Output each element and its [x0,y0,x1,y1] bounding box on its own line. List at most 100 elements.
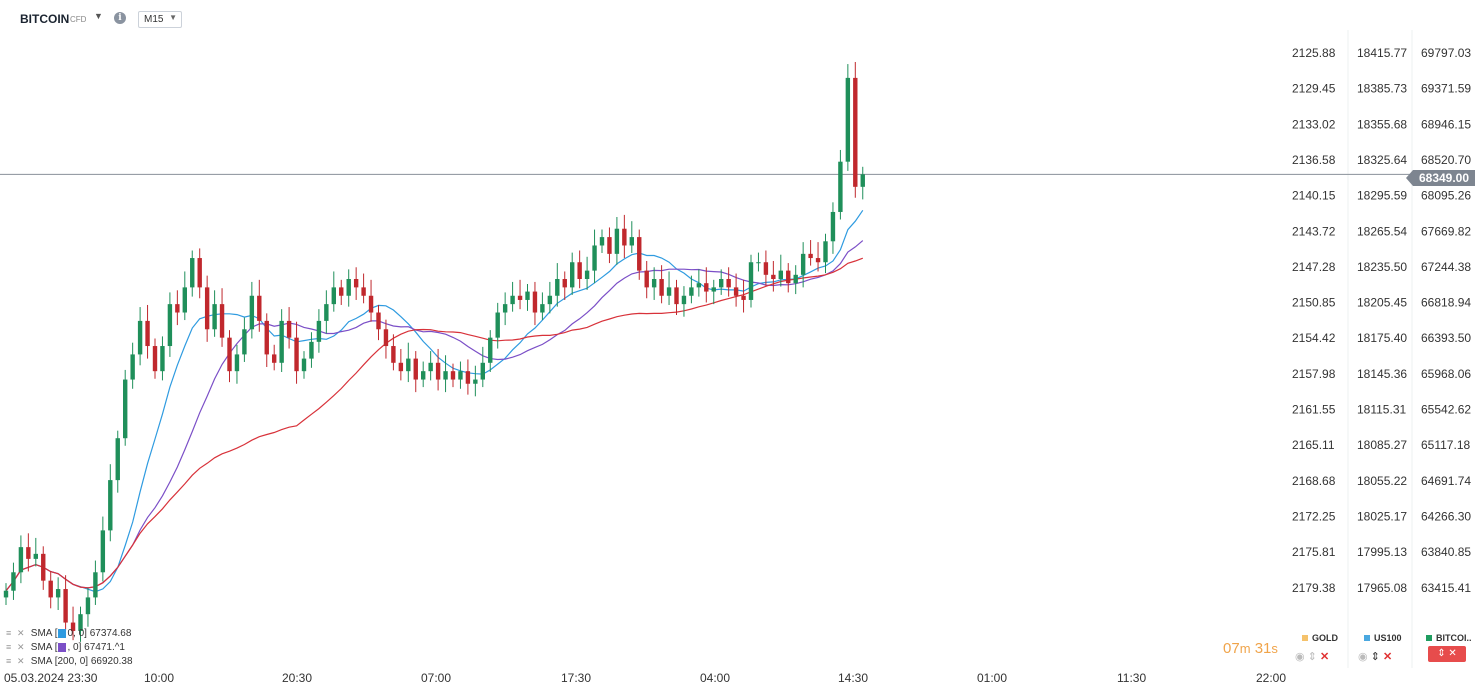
close-icon[interactable]: ✕ [1319,651,1330,663]
candle-body [70,622,76,631]
eye-icon[interactable]: ◉ [1295,651,1305,663]
active-instrument-controls[interactable]: ⇕ ✕ [1428,646,1466,662]
price-axis-label: 67669.82 [1421,224,1471,238]
candle-body [264,320,269,355]
candle-body [555,278,560,296]
candle-body [130,354,135,380]
candle-body [435,362,441,380]
instrument-us100[interactable]: US100 [1364,633,1402,643]
reorder-icon[interactable]: ⇕ [1437,648,1446,659]
sma-line-red [5,257,864,592]
price-axis-label: 18295.59 [1357,189,1407,203]
sma-color-swatch [58,628,67,638]
candle-body [212,304,217,330]
price-axis-label: 18085.27 [1357,438,1407,452]
symbol-dropdown-icon[interactable]: ▼ [94,11,103,21]
candle-body [540,304,545,313]
sma-line-purple [5,240,864,592]
candle-body [301,358,307,372]
price-axis-label: 2143.72 [1292,224,1336,238]
time-axis-label: 14:30 [838,671,868,685]
candle-body [249,295,255,330]
price-axis-label: 18025.17 [1357,509,1407,523]
candle-body [376,312,381,330]
candle-body [398,362,404,372]
candle-body [100,530,106,573]
candle-body [845,77,851,162]
candle-body [190,258,195,288]
info-icon[interactable]: i [114,12,126,24]
candle-body [614,228,620,254]
candle-body [234,354,240,372]
instrument-gold[interactable]: GOLD [1302,633,1338,643]
candle-body [547,295,553,305]
candle-body [175,304,180,313]
candle-body [525,291,530,300]
candle-body [577,262,582,279]
sma-line-blue [5,209,864,593]
close-icon[interactable]: ✕ [1382,651,1393,663]
instrument-color-swatch [1426,635,1432,641]
candle-body [599,237,605,246]
candle-body [517,295,523,300]
candle-body [123,379,128,439]
candle-body [145,320,150,347]
instrument-bitcoin[interactable]: BITCOI.. [1426,633,1472,643]
candle-body [219,304,225,338]
candle-body [450,371,456,380]
candle-body [85,597,91,615]
candle-body [748,262,754,300]
candle-body [726,278,731,288]
close-icon[interactable]: ✕ [17,642,25,652]
reorder-icon[interactable]: ⇕ [1370,651,1380,663]
symbol-type: CFD [70,15,87,24]
close-icon[interactable]: ✕ [1448,648,1457,659]
price-axis-label: 18145.36 [1357,367,1407,381]
price-axis-label: 65542.62 [1421,403,1471,417]
candle-body [733,287,739,296]
list-icon: ≡ [6,642,12,652]
candle-body [182,287,187,313]
candle-body [428,362,433,372]
candle-body [294,337,299,372]
symbol-name[interactable]: BITCOIN [20,12,70,26]
price-axis-label: 18115.31 [1357,403,1406,417]
close-icon[interactable]: ✕ [17,656,25,666]
eye-icon[interactable]: ◉ [1358,651,1368,663]
candle-body [309,341,314,359]
price-axis-label: 2157.98 [1292,367,1336,381]
candle-body [63,589,68,623]
price-axis-label: 2129.45 [1292,82,1336,96]
price-axis-label: 67244.38 [1421,260,1471,274]
candle-body [719,278,724,288]
time-axis-label: 20:30 [282,671,312,685]
price-axis-label: 2150.85 [1292,296,1336,310]
price-axis-label: 2125.88 [1292,46,1336,60]
legend-sma-3[interactable]: ≡ ✕ SMA [200, 0] 66920.38 [6,656,133,667]
candle-body [808,253,813,259]
time-axis-label: 17:30 [561,671,591,685]
candle-body [741,295,746,300]
candle-body [331,287,336,305]
price-axis-label: 64691.74 [1421,474,1471,488]
price-axis-label: 17995.13 [1357,545,1407,559]
candle-body [771,274,776,279]
timeframe-select[interactable]: M15 ▼ [138,11,182,28]
price-axis-label: 63840.85 [1421,545,1471,559]
sma-color-swatch [58,642,67,652]
time-axis-label: 05.03.2024 23:30 [4,671,98,685]
candle-body [607,237,612,254]
legend-sma-1[interactable]: ≡ ✕ SMA [0, 0] 67374.68 [6,628,132,639]
candle-body [443,371,448,380]
candle-body [666,287,672,296]
price-axis-label: 68520.70 [1421,153,1471,167]
candle-body [197,258,202,288]
candle-body [562,278,567,288]
candle-body [242,329,247,355]
candle-body [383,329,389,347]
legend-sma-2[interactable]: ≡ ✕ SMA [, 0] 67471.^1 [6,642,125,653]
close-icon[interactable]: ✕ [17,628,25,638]
candle-body [495,312,500,338]
reorder-icon[interactable]: ⇕ [1307,651,1317,663]
